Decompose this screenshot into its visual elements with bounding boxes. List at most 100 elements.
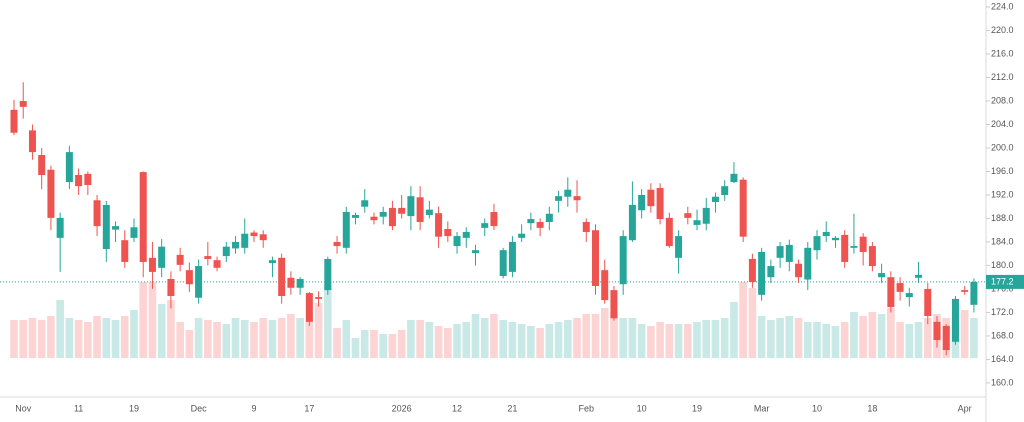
candle-body <box>388 207 396 227</box>
candle-body <box>942 325 950 351</box>
candle-body <box>268 260 276 264</box>
candle-body <box>887 277 895 308</box>
x-tick-label: 2026 <box>392 403 412 413</box>
y-tick-label: 208.0 <box>991 95 1014 105</box>
y-tick-label: 184.0 <box>991 236 1014 246</box>
candle-body <box>933 321 941 341</box>
candle-body <box>121 240 129 262</box>
volume-bar <box>296 318 304 358</box>
volume-bar <box>259 318 268 358</box>
y-tick-label: 168.0 <box>991 330 1014 340</box>
volume-bar <box>277 318 286 358</box>
volume-bar <box>240 320 249 358</box>
candle-body <box>776 246 784 258</box>
candle-body <box>924 288 932 316</box>
y-tick-label: 204.0 <box>991 119 1014 129</box>
candle-body <box>601 270 609 301</box>
candle-body <box>462 231 470 238</box>
candle-body <box>361 200 369 207</box>
candle-body <box>508 241 516 272</box>
volume-bar <box>887 308 895 358</box>
candle-body <box>102 204 110 250</box>
candle-body <box>296 278 304 288</box>
y-tick-label: 188.0 <box>991 213 1014 223</box>
y-tick-label: 224.0 <box>991 1 1014 11</box>
volume-bar <box>185 330 194 358</box>
candle-body <box>47 169 55 218</box>
candle-body <box>19 101 27 107</box>
candle-body <box>148 257 156 272</box>
volume-bar <box>102 318 111 358</box>
candle-body <box>75 175 83 187</box>
candle-body <box>610 290 618 319</box>
volume-bar <box>868 312 877 358</box>
volume-bar <box>416 320 424 358</box>
candle-body <box>352 214 360 218</box>
volume-bar <box>536 328 544 358</box>
y-tick-label: 200.0 <box>991 142 1014 152</box>
candle-body <box>961 290 969 292</box>
x-tick-label: 10 <box>637 403 647 413</box>
volume-bar <box>407 320 415 358</box>
volume-bar <box>877 314 886 358</box>
x-tick-label: 21 <box>507 403 517 413</box>
candle-body <box>324 258 332 291</box>
candle-body <box>287 277 295 288</box>
volume-bar <box>850 312 858 358</box>
candle-body <box>555 196 563 201</box>
candle-body <box>591 230 599 287</box>
y-tick-label: 196.0 <box>991 166 1014 176</box>
candle-body <box>232 241 240 249</box>
candle-body <box>130 227 138 238</box>
volume-bar <box>702 320 711 358</box>
x-tick-label: 11 <box>74 403 83 413</box>
volume-bar <box>84 322 92 358</box>
x-tick-label: Apr <box>958 403 972 413</box>
candle-body <box>527 219 535 224</box>
candle-body <box>693 220 701 225</box>
candle-body <box>859 236 867 252</box>
volume-bar <box>923 318 932 358</box>
volume-bar <box>674 324 683 358</box>
candle-body <box>831 237 839 241</box>
candle-body <box>453 236 461 247</box>
candle-body <box>896 283 904 292</box>
volume-bar <box>397 330 406 358</box>
x-tick-label: 19 <box>692 403 702 413</box>
volume-bar <box>905 324 914 358</box>
volume-bar <box>600 308 609 358</box>
y-tick-label: 164.0 <box>991 354 1014 364</box>
candle-body <box>582 221 590 232</box>
volume-bar <box>490 314 498 358</box>
volume-bar <box>637 324 646 358</box>
candle-body <box>739 179 747 237</box>
candle-body <box>536 221 544 228</box>
volume-bar <box>730 302 738 358</box>
volume-bar <box>324 285 332 358</box>
volume-bar <box>342 320 351 358</box>
candle-body <box>564 189 572 197</box>
y-tick-label: 192.0 <box>991 189 1014 199</box>
candle-body <box>333 241 341 247</box>
x-tick-label: 9 <box>251 403 256 413</box>
candle-body <box>435 213 443 237</box>
y-tick-label: 216.0 <box>991 48 1014 58</box>
volume-bar <box>360 330 369 358</box>
volume-bar <box>167 300 175 358</box>
candle-body <box>647 189 655 207</box>
candle-body <box>250 232 258 237</box>
volume-bar <box>914 322 923 358</box>
candle-body <box>65 152 73 183</box>
y-tick-label: 180.0 <box>991 260 1014 270</box>
volume-bar <box>527 326 535 358</box>
candle-body <box>748 258 756 282</box>
volume-bar <box>813 322 821 358</box>
volume-bar <box>564 320 572 358</box>
candle-body <box>425 209 433 215</box>
volume-bar <box>194 318 203 358</box>
candle-body <box>665 217 673 247</box>
volume-bar <box>840 322 849 358</box>
volume-bar <box>250 322 258 358</box>
